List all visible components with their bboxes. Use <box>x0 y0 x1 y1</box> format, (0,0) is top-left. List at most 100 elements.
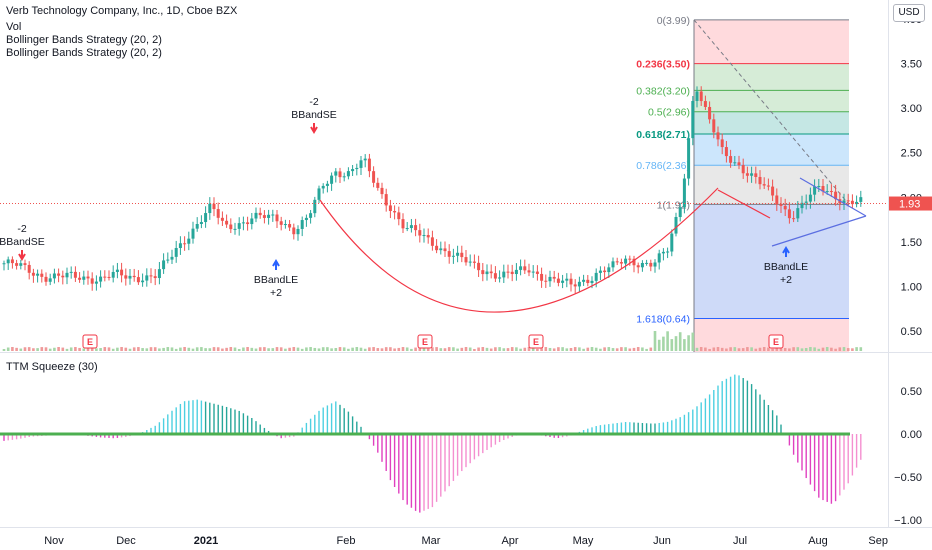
volume-bar <box>586 347 590 351</box>
candle <box>737 155 741 170</box>
volume-bar <box>191 348 195 351</box>
candle-body <box>729 156 733 163</box>
candle-body <box>157 269 161 279</box>
volume-bar <box>86 347 90 351</box>
currency-button[interactable]: USD <box>893 4 925 22</box>
volume-bar <box>712 347 716 351</box>
candle-body <box>485 271 489 275</box>
legend-ttm[interactable]: TTM Squeeze (30) <box>6 361 98 373</box>
triangle-lower <box>771 215 867 247</box>
candle-body <box>90 278 94 284</box>
volume-bar <box>82 348 86 351</box>
chart-title[interactable]: Verb Technology Company, Inc., 1D, Cboe … <box>6 5 238 17</box>
candle <box>460 245 464 263</box>
candle-body <box>6 259 10 264</box>
candle <box>279 216 283 231</box>
candle-body <box>99 276 103 282</box>
candle-body <box>624 258 628 264</box>
volume-bar <box>510 347 514 351</box>
volume-bar <box>221 348 224 351</box>
arrow-up-icon <box>272 259 280 270</box>
candle <box>393 205 397 220</box>
signal-name: BBandLE <box>764 261 808 273</box>
candle-body <box>31 272 35 276</box>
candle-body <box>699 91 703 102</box>
strategy-signal: BBandLE+2 <box>764 246 808 286</box>
candle-body <box>262 215 266 218</box>
candle-body <box>220 217 224 221</box>
volume-bar <box>6 347 10 351</box>
volume-bar <box>515 347 518 351</box>
time-axis[interactable]: Nov Dec 2021 Feb Mar Apr May Jun Jul Aug Sep <box>44 535 888 547</box>
legend-bb-2[interactable]: Bollinger Bands Strategy (20, 2) <box>6 47 162 59</box>
candle-body <box>409 225 413 229</box>
candle-body <box>15 263 19 266</box>
candle <box>15 259 19 270</box>
candle-body <box>745 173 749 176</box>
candle-body <box>825 191 829 193</box>
candle-body <box>187 238 191 244</box>
candle <box>275 209 279 228</box>
candle-body <box>556 278 560 283</box>
candle-body <box>779 204 783 206</box>
legend-vol[interactable]: Vol <box>6 21 22 33</box>
candle <box>107 270 111 281</box>
fib-zone <box>694 111 849 134</box>
signal-name: BBandSE <box>0 236 45 248</box>
volume-bar <box>61 347 65 351</box>
candle-body <box>10 259 14 264</box>
signal-name: BBandSE <box>291 109 337 121</box>
candle-body <box>628 258 632 260</box>
volume-bar <box>670 339 674 351</box>
candle-body <box>640 262 644 268</box>
candle <box>145 268 149 287</box>
candle-body <box>775 195 779 205</box>
candle <box>229 218 233 234</box>
volume-bar <box>250 347 254 351</box>
arrow-down-icon <box>310 123 318 134</box>
candle-body <box>313 199 317 214</box>
volume-bar <box>338 347 342 351</box>
volume-bar <box>53 347 56 351</box>
volume-bar <box>321 347 325 351</box>
candle-body <box>342 176 346 178</box>
volume-bar <box>842 347 846 351</box>
volume-bar <box>540 347 543 351</box>
candle-body <box>355 167 359 170</box>
candle-body <box>40 273 44 277</box>
volume-bar <box>519 348 522 351</box>
price-axis[interactable]: 4.003.503.002.502.001.501.000.50 <box>901 14 922 338</box>
volume-bar <box>569 348 573 351</box>
indicator-axis[interactable]: 0.50 0.00 −0.50 −1.00 <box>894 386 922 527</box>
fib-level-label: 0(3.99) <box>657 15 690 27</box>
time-tick-label: Apr <box>501 535 518 547</box>
candle <box>376 177 380 191</box>
candle-body <box>162 260 166 270</box>
candle-body <box>145 275 149 281</box>
candle-body <box>149 275 153 277</box>
fib-zone <box>694 19 849 64</box>
candle <box>233 222 237 235</box>
candle <box>531 265 535 278</box>
candle-body <box>216 209 220 218</box>
strategy-signal: BBandLE+2 <box>254 259 298 299</box>
candle-body <box>94 281 98 284</box>
candle <box>149 268 153 284</box>
volume-bar <box>422 347 426 351</box>
candle <box>607 263 611 278</box>
candle <box>36 269 40 283</box>
candle <box>661 248 665 261</box>
candle-body <box>569 278 573 285</box>
fib-trend-line <box>693 19 850 205</box>
candle-body <box>23 263 27 265</box>
candle <box>271 209 275 222</box>
candle-body <box>292 227 296 235</box>
candle <box>380 182 384 199</box>
candle-body <box>103 276 107 278</box>
legend-bb-1[interactable]: Bollinger Bands Strategy (20, 2) <box>6 34 162 46</box>
candle-body <box>388 205 392 212</box>
candle-body <box>170 256 174 260</box>
candle-body <box>48 278 52 282</box>
candle <box>162 253 166 274</box>
